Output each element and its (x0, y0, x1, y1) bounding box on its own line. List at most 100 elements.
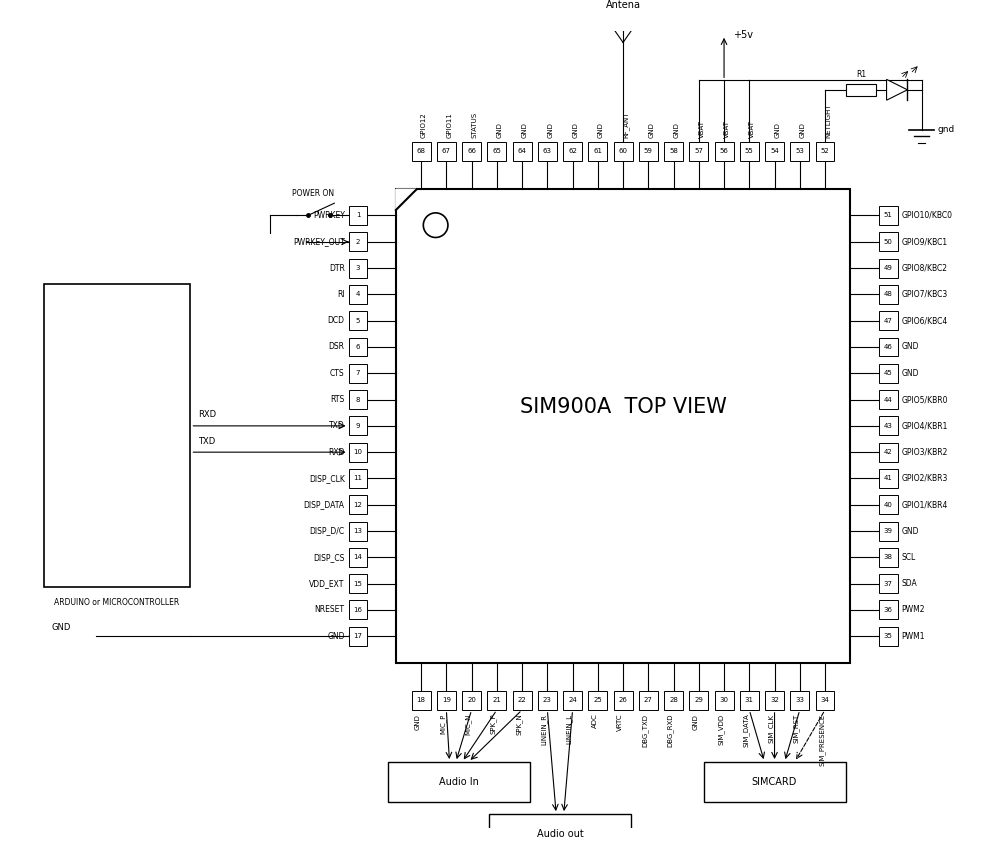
Text: GPIO10/KBC0: GPIO10/KBC0 (901, 211, 952, 220)
Text: GPIO7/KBC3: GPIO7/KBC3 (901, 290, 948, 299)
Text: 1: 1 (356, 212, 360, 219)
Bar (689, 141, 708, 161)
Text: PWRKEY_OUT: PWRKEY_OUT (293, 237, 345, 247)
Text: RTS: RTS (330, 395, 345, 404)
Text: DISP_CLK: DISP_CLK (309, 474, 345, 483)
Text: VDD_EXT: VDD_EXT (309, 579, 345, 589)
Bar (349, 521, 367, 541)
Polygon shape (887, 79, 907, 100)
Bar (487, 691, 506, 710)
Text: VBAT: VBAT (749, 120, 755, 138)
Text: SCL: SCL (901, 553, 916, 562)
Text: GND: GND (547, 122, 553, 138)
Bar (388, 762, 530, 802)
Text: SIM_CLK: SIM_CLK (768, 714, 775, 743)
Bar (349, 443, 367, 461)
Text: NRESET: NRESET (315, 605, 345, 615)
Bar (790, 691, 809, 710)
Text: DCD: DCD (328, 317, 345, 325)
Bar (879, 574, 898, 593)
Text: GND: GND (674, 122, 680, 138)
Text: GND: GND (598, 122, 604, 138)
Text: 27: 27 (644, 697, 653, 703)
Text: 68: 68 (417, 148, 426, 154)
Text: SIMCARD: SIMCARD (752, 777, 797, 786)
Bar (715, 141, 734, 161)
Bar (462, 141, 481, 161)
Bar (879, 417, 898, 435)
Text: 45: 45 (884, 370, 893, 376)
Text: GPIO2/KBR3: GPIO2/KBR3 (901, 474, 948, 483)
Text: 65: 65 (492, 148, 501, 154)
Text: 34: 34 (821, 697, 829, 703)
Text: 56: 56 (720, 148, 728, 154)
Bar (538, 691, 557, 710)
Text: 23: 23 (543, 697, 552, 703)
Text: ADC: ADC (592, 714, 598, 728)
Text: SDA: SDA (901, 579, 917, 589)
Text: Audio out: Audio out (537, 829, 583, 839)
Bar (879, 258, 898, 278)
Bar (462, 691, 481, 710)
Text: 62: 62 (568, 148, 577, 154)
Text: +5v: +5v (734, 30, 754, 40)
Text: 44: 44 (884, 397, 893, 402)
Text: SIM_PRESENCE: SIM_PRESENCE (818, 714, 825, 766)
Text: GPIO3/KBR2: GPIO3/KBR2 (901, 448, 948, 456)
Bar (349, 232, 367, 251)
Text: 15: 15 (354, 581, 362, 587)
Bar (349, 285, 367, 304)
Text: 26: 26 (619, 697, 628, 703)
Text: 22: 22 (518, 697, 526, 703)
Bar (879, 495, 898, 514)
Text: 35: 35 (884, 633, 893, 639)
Text: MIC_P: MIC_P (440, 714, 446, 734)
Text: RXD: RXD (198, 410, 216, 419)
Text: DBG_RXD: DBG_RXD (667, 714, 674, 747)
Text: RXD: RXD (328, 448, 345, 456)
Text: SIM_RST: SIM_RST (793, 714, 800, 743)
Bar (879, 364, 898, 383)
Bar (879, 600, 898, 620)
Bar (879, 206, 898, 225)
Text: DISP_D/C: DISP_D/C (310, 526, 345, 536)
Bar (816, 141, 834, 161)
Text: 30: 30 (720, 697, 729, 703)
Text: 39: 39 (884, 528, 893, 534)
Bar (563, 141, 582, 161)
Bar (740, 691, 759, 710)
Bar (349, 600, 367, 620)
Bar (879, 312, 898, 330)
Text: RI: RI (337, 290, 345, 299)
Bar (437, 691, 456, 710)
Text: 20: 20 (467, 697, 476, 703)
Text: PWM2: PWM2 (901, 605, 925, 615)
Bar (790, 141, 809, 161)
Text: 2: 2 (356, 239, 360, 245)
Text: ARDUINO or MICROCONTROLLER: ARDUINO or MICROCONTROLLER (54, 598, 180, 607)
Text: 25: 25 (593, 697, 602, 703)
Text: 63: 63 (543, 148, 552, 154)
Bar (349, 469, 367, 488)
Text: 48: 48 (884, 291, 893, 297)
Bar (513, 691, 532, 710)
Text: GND: GND (693, 714, 699, 729)
Bar (513, 141, 532, 161)
Text: DBG_TXD: DBG_TXD (642, 714, 648, 747)
Text: GPIO12: GPIO12 (421, 112, 427, 138)
Text: 53: 53 (795, 148, 804, 154)
Text: 11: 11 (353, 476, 362, 482)
Text: Audio In: Audio In (439, 777, 479, 786)
Bar (349, 574, 367, 593)
Text: NETLIGHT: NETLIGHT (825, 104, 831, 138)
Bar (412, 691, 431, 710)
Text: GPIO11: GPIO11 (446, 112, 452, 138)
Text: 5: 5 (356, 317, 360, 323)
Text: SIM_VDD: SIM_VDD (717, 714, 724, 745)
Bar (765, 141, 784, 161)
Bar (349, 312, 367, 330)
Bar (715, 691, 734, 710)
Text: 46: 46 (884, 344, 893, 350)
Text: 28: 28 (669, 697, 678, 703)
Text: 58: 58 (669, 148, 678, 154)
